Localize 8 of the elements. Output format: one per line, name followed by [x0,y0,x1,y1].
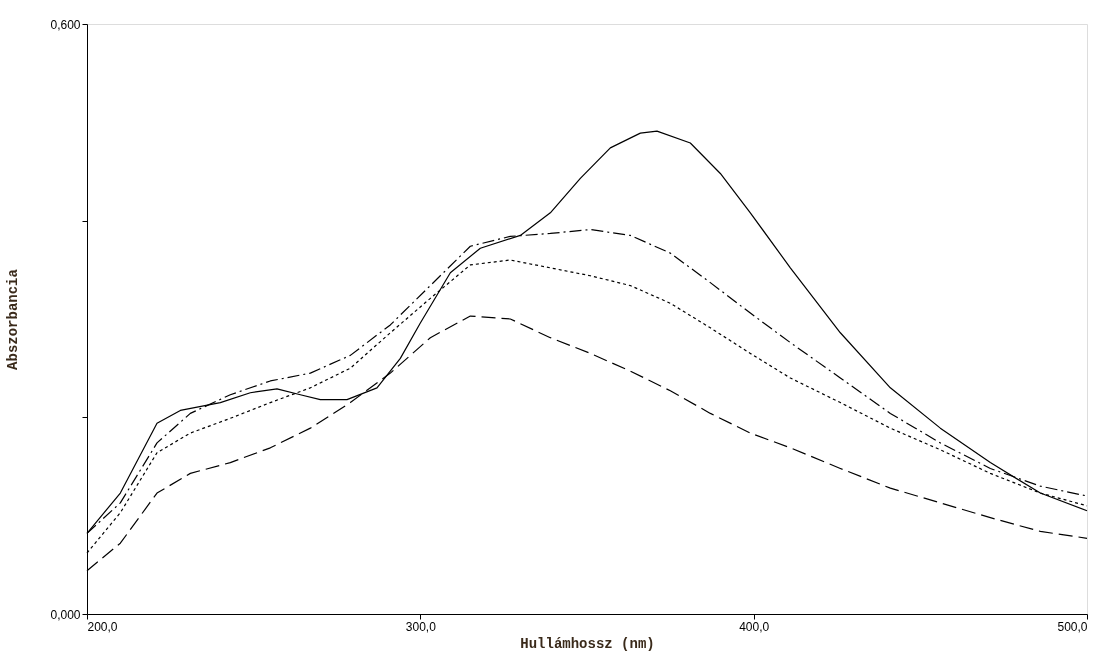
x-tick-label: 500,0 [1057,619,1088,634]
x-tick-label: 400,0 [739,619,770,634]
x-tick-label: 200,0 [87,619,118,634]
x-tick-label: 300,0 [405,619,437,634]
y-tick-label: 0,600 [50,17,81,32]
y-tick-label: 0,000 [50,607,81,622]
y-axis-title: Abszorbancia [5,268,22,370]
x-axis-title: Hullámhossz (nm) [520,635,655,652]
